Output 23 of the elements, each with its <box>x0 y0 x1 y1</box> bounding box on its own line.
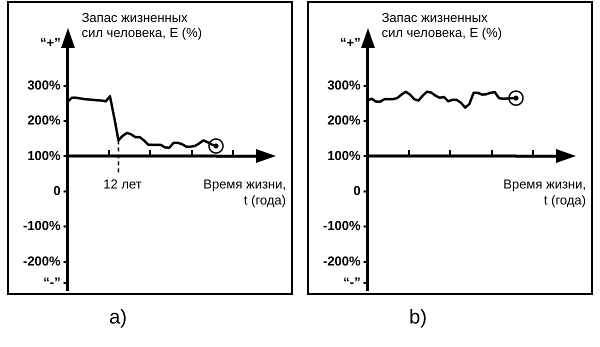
y-tick-label: -200% <box>323 253 362 268</box>
y-tick-label: 300% <box>27 77 62 92</box>
y-tick-label: 200% <box>27 112 62 128</box>
y-tick-label: 100% <box>27 148 62 163</box>
y-tick-label: “+” <box>340 35 361 50</box>
y-tick-label: “-” <box>343 274 361 290</box>
y-tick-label: “+” <box>40 35 61 50</box>
x-axis-title: Время жизни, t (года) <box>503 176 586 208</box>
y-tick-label: -100% <box>23 218 62 234</box>
y-tick-label: -100% <box>323 218 362 234</box>
x-axis-title: Время жизни, t (года) <box>203 176 286 208</box>
y-axis-title: Запас жизненных сил человека, E (%) <box>82 10 202 40</box>
y-tick-label: “-” <box>43 274 61 290</box>
y-tick-label: 0 <box>353 182 361 198</box>
y-tick-label: 300% <box>327 77 362 92</box>
text: b) <box>409 306 427 329</box>
text: a) <box>109 306 127 329</box>
y-axis-title: Запас жизненных сил человека, E (%) <box>382 10 502 40</box>
y-tick-label: -200% <box>23 253 62 268</box>
annotation: 12 лет <box>103 176 142 192</box>
y-tick-label: 0 <box>53 182 61 198</box>
y-tick-label: 100% <box>327 148 362 163</box>
y-tick-label: 200% <box>327 112 362 128</box>
